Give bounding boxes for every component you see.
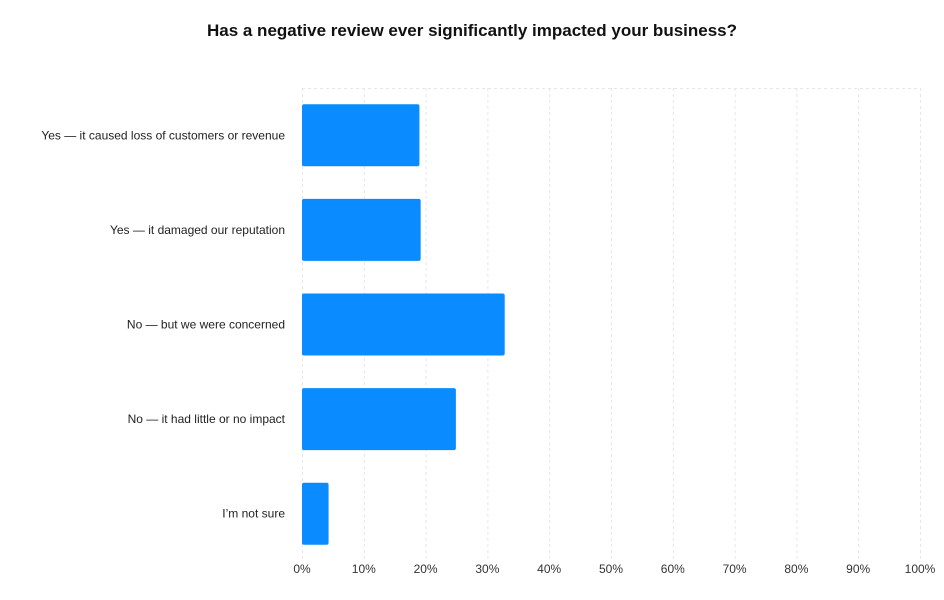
x-tick-label: 50%: [599, 562, 623, 576]
x-tick-label: 90%: [846, 562, 870, 576]
category-label-layer: Yes — it caused loss of customers or rev…: [41, 128, 285, 520]
category-label: No — but we were concerned: [127, 318, 285, 332]
chart-title: Has a negative review ever significantly…: [206, 21, 738, 40]
x-tick-label: 20%: [414, 562, 438, 576]
bar-1: [302, 198, 421, 261]
bar-0: [302, 104, 420, 167]
category-label: I’m not sure: [222, 507, 285, 521]
bar-2: [302, 293, 505, 356]
x-tick-label: 10%: [352, 562, 376, 576]
category-label: Yes — it caused loss of customers or rev…: [41, 128, 285, 142]
x-tick-label: 0%: [293, 562, 311, 576]
x-tick-label: 60%: [661, 562, 685, 576]
bar-3: [302, 388, 456, 451]
bar-layer: [302, 104, 505, 545]
x-tick-label: 70%: [723, 562, 747, 576]
category-label: No — it had little or no impact: [128, 412, 286, 426]
x-tick-label: 80%: [784, 562, 808, 576]
tick-label-layer: 0% 10% 20% 30% 40% 50% 60% 70% 80% 90% 100%: [293, 562, 935, 576]
x-tick-label: 100%: [905, 562, 936, 576]
category-label: Yes — it damaged our reputation: [110, 223, 285, 237]
x-tick-label: 40%: [537, 562, 561, 576]
x-tick-label: 30%: [475, 562, 499, 576]
bar-4: [302, 482, 329, 545]
